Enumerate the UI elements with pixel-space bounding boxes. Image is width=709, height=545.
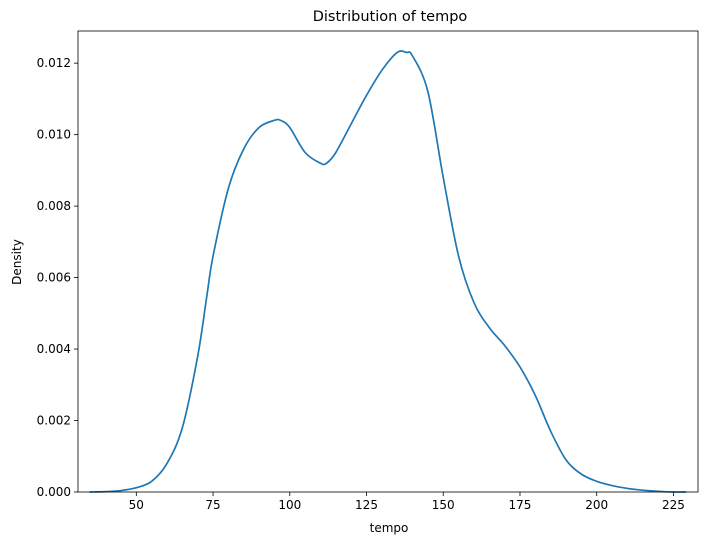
y-tick-label: 0.012 xyxy=(37,56,71,70)
y-tick-label: 0.008 xyxy=(37,199,71,213)
x-tick-label: 150 xyxy=(432,498,455,512)
x-tick-label: 125 xyxy=(355,498,378,512)
x-tick-label: 175 xyxy=(509,498,532,512)
y-tick-label: 0.002 xyxy=(37,414,71,428)
x-axis: 50 75 100 125 150 175 200 225 xyxy=(129,492,685,512)
x-tick-label: 50 xyxy=(129,498,144,512)
y-tick-label: 0.010 xyxy=(37,128,71,142)
y-tick-label: 0.004 xyxy=(37,342,71,356)
y-axis: 0.000 0.002 0.004 0.006 0.008 0.010 0.012 xyxy=(37,56,78,499)
x-tick-label: 200 xyxy=(585,498,608,512)
y-tick-label: 0.000 xyxy=(37,485,71,499)
x-tick-label: 225 xyxy=(662,498,685,512)
y-tick-label: 0.006 xyxy=(37,271,71,285)
x-tick-label: 100 xyxy=(278,498,301,512)
y-axis-label: Density xyxy=(10,239,24,285)
plot-frame xyxy=(77,30,699,493)
density-curve-line xyxy=(89,50,687,493)
x-tick-label: 75 xyxy=(205,498,220,512)
chart-title: Distribution of tempo xyxy=(313,9,468,25)
x-axis-label: tempo xyxy=(370,521,409,535)
